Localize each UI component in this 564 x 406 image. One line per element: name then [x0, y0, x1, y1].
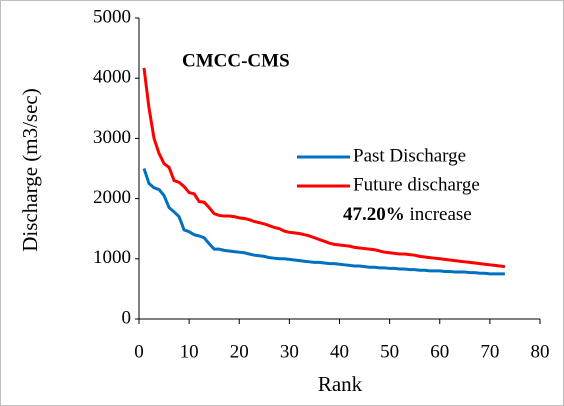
x-tick-label: 40 — [330, 341, 349, 362]
x-tick-label: 70 — [480, 341, 499, 362]
line — [142, 168, 505, 276]
x-tick-label: 10 — [180, 341, 199, 362]
annotation: increase — [410, 204, 472, 225]
legend-label: Future discharge — [353, 174, 480, 195]
x-axis-title: Rank — [318, 372, 363, 396]
line — [142, 67, 506, 269]
y-tick-label: 2000 — [93, 187, 131, 208]
y-tick-label: 3000 — [93, 127, 131, 148]
x-tick-label: 80 — [531, 341, 550, 362]
y-axis-title: Discharge (m3/sec) — [18, 88, 42, 251]
y-tick-label: 1000 — [93, 247, 131, 268]
annotation: 47.20% increase — [343, 204, 472, 225]
x-tick-label: 30 — [280, 341, 299, 362]
y-tick-label: 5000 — [93, 6, 131, 27]
legend-label: Past Discharge — [353, 145, 466, 166]
x-tick-label: 50 — [380, 341, 399, 362]
y-tick-label: 4000 — [93, 67, 131, 88]
annotation: CMCC-CMS — [182, 50, 290, 71]
x-tick-label: 60 — [430, 341, 449, 362]
x-tick-label: 0 — [134, 341, 144, 362]
y-tick-label: 0 — [122, 307, 132, 328]
annotation: 47.20% — [343, 204, 405, 225]
x-tick-label: 20 — [230, 341, 249, 362]
